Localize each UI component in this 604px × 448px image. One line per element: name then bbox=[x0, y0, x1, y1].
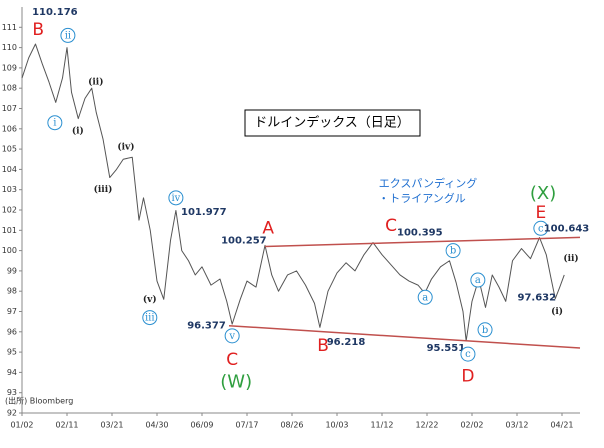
y-tick-label: 96 bbox=[7, 327, 17, 336]
annotation-circle: c bbox=[465, 349, 471, 360]
x-tick-label: 08/26 bbox=[280, 421, 303, 430]
wave-circle bbox=[477, 322, 493, 338]
annotation-wave-red: C bbox=[385, 216, 397, 236]
y-tick-label: 93 bbox=[7, 388, 17, 397]
annotation-value: 101.977 bbox=[181, 207, 227, 218]
annotation-wave-red: B bbox=[317, 336, 329, 356]
annotation-value: 110.176 bbox=[32, 7, 78, 18]
annotation-circle: i bbox=[53, 118, 56, 129]
y-tick-label: 95 bbox=[7, 348, 17, 357]
pattern-label: ・トライアングル bbox=[378, 191, 466, 205]
annotation-value: 96.377 bbox=[187, 321, 226, 332]
x-tick-label: 01/02 bbox=[10, 421, 33, 430]
annotation-paren: (ii) bbox=[88, 77, 103, 88]
y-tick-label: 102 bbox=[2, 206, 17, 215]
y-tick-label: 103 bbox=[2, 185, 17, 194]
x-tick-label: 03/21 bbox=[100, 421, 123, 430]
annotation-circle: v bbox=[228, 331, 235, 342]
chart-title: ドルインデックス（日足） bbox=[254, 115, 410, 131]
annotation-paren: (iii) bbox=[94, 184, 113, 195]
annotation-value: 100.643 bbox=[544, 223, 590, 234]
title-box bbox=[244, 109, 421, 137]
y-tick-label: 110 bbox=[2, 43, 17, 52]
annotation-paren: (iv) bbox=[117, 142, 134, 153]
annotation-wave-green: (W) bbox=[220, 372, 252, 393]
y-tick-label: 92 bbox=[7, 409, 17, 418]
x-tick-label: 03/12 bbox=[505, 421, 528, 430]
wave-circle bbox=[224, 328, 240, 344]
y-tick-label: 107 bbox=[2, 104, 17, 113]
y-tick-label: 97 bbox=[7, 307, 17, 316]
wave-circle bbox=[142, 310, 158, 326]
annotation-value: 97.632 bbox=[518, 292, 557, 303]
x-tick-label: 04/30 bbox=[145, 421, 168, 430]
y-tick-label: 99 bbox=[7, 266, 17, 275]
price-line bbox=[21, 43, 565, 342]
wave-circle bbox=[470, 272, 486, 288]
y-tick-label: 111 bbox=[2, 23, 17, 32]
y-tick-label: 101 bbox=[2, 226, 17, 235]
annotation-wave-red: D bbox=[461, 366, 474, 386]
wave-circle bbox=[60, 27, 76, 43]
y-tick-label: 94 bbox=[7, 368, 17, 377]
annotation-wave-red: E bbox=[535, 203, 546, 223]
annotation-circle: a bbox=[422, 292, 428, 303]
x-tick-label: 06/09 bbox=[190, 421, 213, 430]
annotation-value: 100.257 bbox=[221, 235, 267, 246]
annotation-wave-red: C bbox=[226, 350, 238, 370]
trend-line bbox=[228, 324, 581, 349]
y-tick-label: 100 bbox=[2, 246, 17, 255]
annotation-circle: iv bbox=[171, 193, 180, 204]
annotation-circle: ii bbox=[65, 30, 71, 41]
x-tick-label: 10/03 bbox=[325, 421, 348, 430]
y-tick-label: 106 bbox=[2, 124, 17, 133]
annotation-value: 95.551 bbox=[427, 343, 466, 354]
x-tick-label: 02/02 bbox=[460, 421, 483, 430]
annotation-paren: (ii) bbox=[563, 253, 578, 264]
annotation-value: 96.218 bbox=[327, 337, 366, 348]
x-tick-label: 12/22 bbox=[415, 421, 438, 430]
wave-circle bbox=[168, 190, 184, 206]
annotation-wave-green: (X) bbox=[530, 183, 556, 204]
x-tick-label: 02/11 bbox=[55, 421, 78, 430]
annotation-value: 100.395 bbox=[397, 227, 443, 238]
annotation-paren: (i) bbox=[72, 125, 84, 136]
annotation-wave-red: B bbox=[32, 20, 44, 40]
y-tick-label: 109 bbox=[2, 63, 17, 72]
annotation-circle: iii bbox=[145, 313, 155, 324]
annotation-paren: (v) bbox=[143, 294, 157, 305]
trend-line bbox=[264, 236, 581, 248]
wave-circle bbox=[445, 243, 461, 259]
wave-circle bbox=[533, 220, 549, 236]
x-tick-label: 07/17 bbox=[235, 421, 258, 430]
annotation-wave-red: A bbox=[262, 218, 274, 238]
y-tick-label: 108 bbox=[2, 84, 17, 93]
annotation-circle: b bbox=[450, 246, 456, 257]
pattern-label: エクスパンディング bbox=[379, 176, 477, 190]
wave-circle bbox=[47, 115, 63, 131]
wave-circle bbox=[417, 289, 433, 305]
y-tick-label: 105 bbox=[2, 145, 17, 154]
wave-circle bbox=[460, 346, 476, 362]
annotation-circle: c bbox=[538, 223, 544, 234]
source: (出所) Bloomberg bbox=[5, 396, 73, 406]
annotation-paren: (i) bbox=[551, 306, 563, 317]
annotation-circle: a bbox=[475, 275, 481, 286]
annotation-circle: b bbox=[482, 325, 488, 336]
y-tick-label: 104 bbox=[2, 165, 17, 174]
x-tick-label: 11/12 bbox=[370, 421, 393, 430]
y-tick-label: 98 bbox=[7, 287, 17, 296]
x-tick-label: 04/21 bbox=[550, 421, 573, 430]
